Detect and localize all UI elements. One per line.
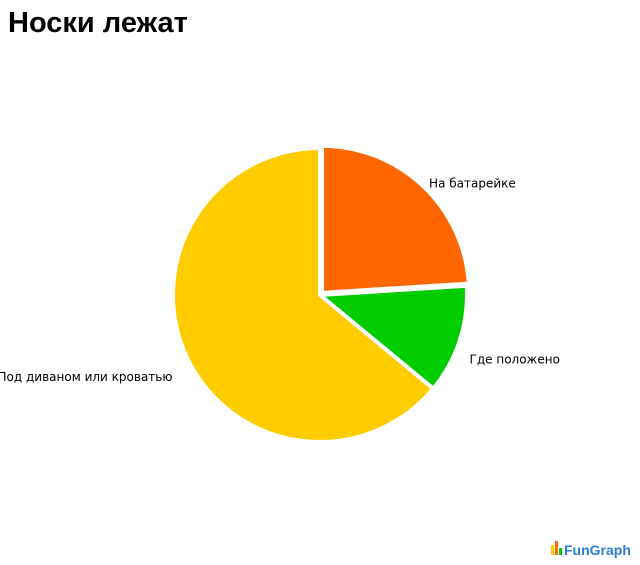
chart-title: Носки лежат bbox=[8, 7, 188, 39]
pie-slice bbox=[320, 143, 471, 295]
slice-label: Где положено bbox=[470, 352, 560, 366]
slice-label: Под диваном или кроватью bbox=[0, 370, 172, 384]
slice-label: На батарейке bbox=[429, 177, 516, 191]
watermark: FunGraph bbox=[564, 542, 631, 558]
logo: FunGraph bbox=[551, 541, 631, 558]
pie-slice bbox=[318, 283, 469, 391]
pie-slice bbox=[171, 146, 436, 444]
